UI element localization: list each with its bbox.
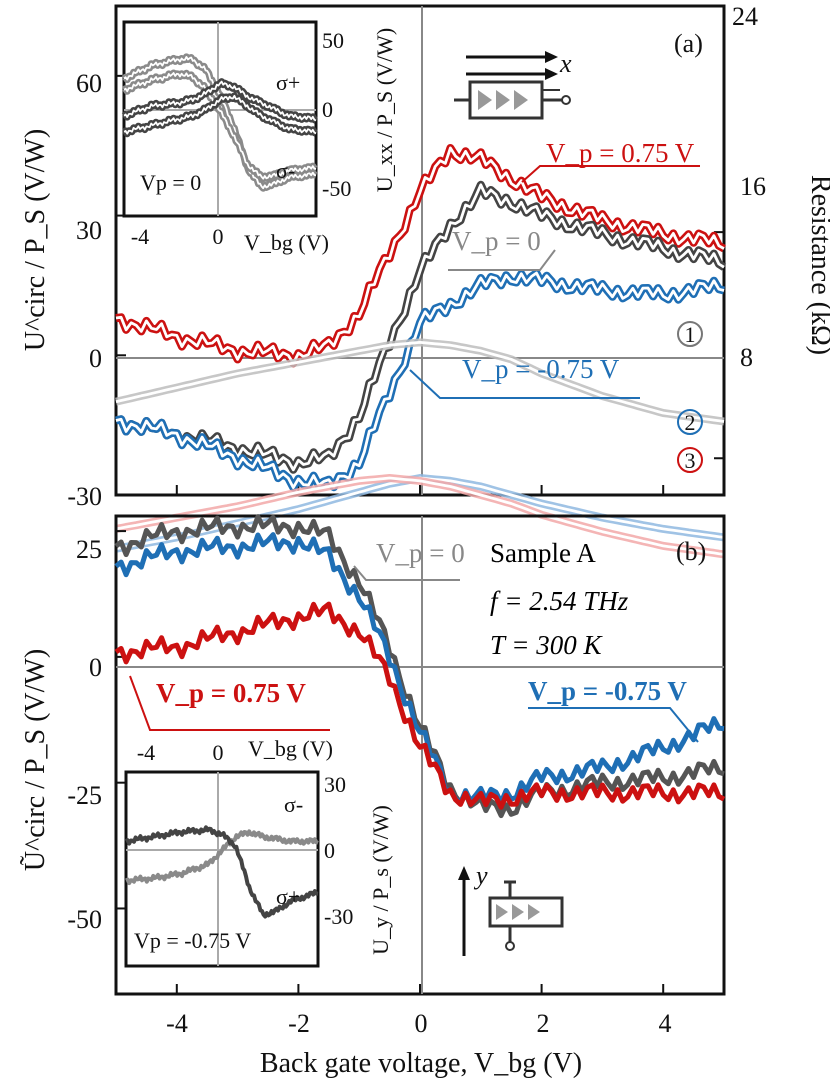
xtick-m2: -2 bbox=[288, 1009, 310, 1038]
a-y2label: Resistance (kΩ) bbox=[805, 175, 830, 355]
b-label-gray: V_p = 0 bbox=[376, 538, 465, 568]
a-resistance-label-2: 2 bbox=[677, 409, 703, 435]
svg-text:3: 3 bbox=[685, 448, 696, 473]
a-inset-sigma-plus: σ+ bbox=[276, 70, 300, 95]
b-series-0 bbox=[114, 514, 725, 819]
a-ytick-0: 0 bbox=[89, 344, 102, 373]
xtick-m4: -4 bbox=[166, 1009, 188, 1038]
b-panel-label: (b) bbox=[676, 537, 706, 566]
b-frequency: f = 2.54 THz bbox=[490, 586, 629, 616]
a-series-1-core bbox=[115, 183, 725, 472]
a-inset-xtick-0: 0 bbox=[213, 224, 224, 249]
panel-b-ticks bbox=[116, 530, 665, 994]
b-inset-sigma-minus: σ- bbox=[284, 792, 303, 817]
a-ylabel: U^circ / P_S (V/W) bbox=[20, 129, 51, 351]
a-inset-ytick-m50: -50 bbox=[322, 176, 351, 201]
xlabel: Back gate voltage, V_bg (V) bbox=[260, 1048, 582, 1079]
b-ylabel: Ũ^circ / P_S (V/W) bbox=[20, 649, 51, 871]
xtick-0: 0 bbox=[415, 1009, 428, 1038]
x-axis-labels: -4 -2 0 2 4 Back gate voltage, V_bg (V) bbox=[166, 1009, 671, 1079]
b-label-red: V_p = 0.75 V bbox=[156, 678, 306, 708]
panel-b-series bbox=[114, 514, 726, 819]
a-ytick-60: 60 bbox=[76, 69, 102, 98]
b-ytick-m50: -50 bbox=[67, 905, 102, 934]
a-resistance-label-3: 3 bbox=[677, 447, 703, 473]
b-series-1 bbox=[114, 532, 725, 806]
b-inset-series-0 bbox=[125, 829, 319, 886]
panel-b: 25 0 -25 -50 Ũ^circ / P_S (V/W) (b) Samp… bbox=[20, 514, 726, 996]
b-temperature: T = 300 K bbox=[490, 630, 603, 660]
b-inset-xlabel: V_bg (V) bbox=[248, 736, 333, 761]
b-axis-y-label: y bbox=[473, 861, 488, 890]
panel-a-series bbox=[115, 144, 727, 559]
b-inset-sigma-plus: σ+ bbox=[276, 884, 300, 909]
a-label-red: V_p = 0.75 V bbox=[546, 138, 695, 168]
a-series-3 bbox=[115, 338, 725, 426]
b-inset-xtick-m4: -4 bbox=[137, 740, 155, 765]
a-panel-label: (a) bbox=[674, 29, 703, 58]
a-y2tick-24: 24 bbox=[732, 2, 758, 31]
a-inset-ytick-50: 50 bbox=[322, 28, 344, 53]
a-label-blue: V_p = -0.75 V bbox=[462, 354, 620, 384]
b-inset-xtick-0: 0 bbox=[213, 740, 224, 765]
b-inset-series-1 bbox=[124, 825, 319, 919]
b-inset-ytick-30: 30 bbox=[324, 772, 346, 797]
a-axis-x-label: x bbox=[559, 49, 572, 78]
a-inset-series-1-core bbox=[123, 72, 317, 180]
a-inset-xtick-m4: -4 bbox=[131, 224, 149, 249]
a-series-2-core bbox=[115, 271, 725, 489]
b-sample: Sample A bbox=[490, 538, 596, 568]
a-device-schematic: x bbox=[454, 49, 572, 120]
a-inset-series-2-core bbox=[123, 80, 317, 122]
xtick-2: 2 bbox=[537, 1009, 550, 1038]
b-device-schematic: y bbox=[458, 861, 564, 956]
b-inset-ytick-m30: -30 bbox=[324, 904, 353, 929]
a-series-5-core bbox=[115, 476, 725, 556]
b-inset-ylabel: U_y / P_s (V/W) bbox=[368, 805, 393, 955]
a-series-0-core bbox=[115, 146, 725, 365]
a-resistance-label-1: 1 bbox=[677, 321, 703, 347]
a-label-gray: V_p = 0 bbox=[452, 226, 541, 256]
a-y2tick-8: 8 bbox=[740, 343, 753, 372]
b-ytick-0: 0 bbox=[89, 653, 102, 682]
b-ytick-25: 25 bbox=[76, 535, 102, 564]
b-label-blue: V_p = -0.75 V bbox=[528, 676, 687, 706]
a-inset-series-3-core bbox=[123, 94, 317, 135]
a-inset: 50 0 -50 -4 0 V_bg (V) U_xx / P_S (V/W) … bbox=[121, 20, 397, 255]
a-inset-ylabel: U_xx / P_S (V/W) bbox=[372, 28, 397, 192]
b-series-2 bbox=[114, 601, 726, 810]
xtick-4: 4 bbox=[659, 1009, 672, 1038]
a-ytick-m30: -30 bbox=[67, 482, 102, 511]
a-inset-ytick-0: 0 bbox=[322, 97, 333, 122]
a-ytick-30: 30 bbox=[76, 216, 102, 245]
b-inset: 30 0 -30 -4 0 V_bg (V) U_y / P_s (V/W) V… bbox=[124, 736, 393, 968]
panel-a: 60 30 0 -30 24 16 8 U^circ / P_S (V/W) R… bbox=[20, 2, 830, 559]
b-inset-ytick-0: 0 bbox=[324, 838, 335, 863]
b-ytick-m25: -25 bbox=[67, 781, 102, 810]
a-y2tick-16: 16 bbox=[740, 172, 766, 201]
svg-text:1: 1 bbox=[685, 322, 696, 347]
a-inset-xlabel: V_bg (V) bbox=[244, 230, 329, 255]
a-inset-note: Vp = 0 bbox=[140, 170, 201, 195]
a-series-3-core bbox=[115, 341, 725, 423]
a-inset-sigma-minus: σ- bbox=[276, 158, 295, 183]
b-inset-note: Vp = -0.75 V bbox=[134, 928, 251, 953]
svg-text:2: 2 bbox=[685, 410, 696, 435]
